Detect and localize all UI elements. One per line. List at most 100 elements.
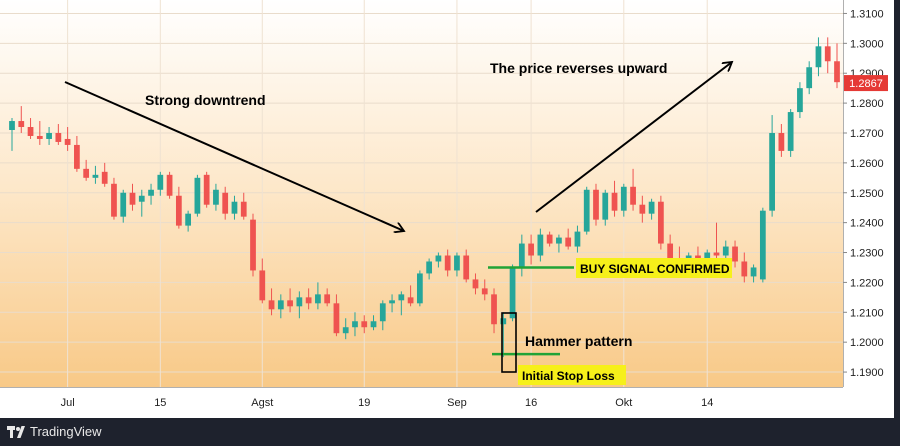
candles <box>9 37 840 358</box>
candle-body <box>454 255 460 271</box>
candle-body <box>435 255 442 262</box>
candle-body <box>722 246 729 256</box>
candle-body <box>370 321 377 328</box>
candle-body <box>250 219 256 271</box>
candle-body <box>111 183 117 217</box>
candlestick-chart[interactable]: 1.31001.30001.29001.28001.27001.26001.25… <box>0 0 900 418</box>
candle-body <box>157 174 164 190</box>
candle-body <box>138 195 145 202</box>
time-tick-label: Jul <box>61 397 75 409</box>
candle-body <box>407 297 414 304</box>
candle-body <box>213 189 219 205</box>
downtrend-arrow <box>64 81 404 231</box>
candle-body <box>704 252 711 262</box>
price-tick-label: 1.2600 <box>850 158 884 170</box>
buy-signal-label: BUY SIGNAL CONFIRMED <box>580 262 730 276</box>
candle-body <box>787 112 794 151</box>
candle-body <box>491 294 497 325</box>
candle-body <box>444 255 451 271</box>
candle-body <box>36 135 43 139</box>
candle-body <box>565 237 572 247</box>
time-tick-label: Sep <box>447 397 467 409</box>
candle-body <box>583 189 590 232</box>
candle-body <box>315 294 321 304</box>
time-tick-label: 15 <box>154 397 166 409</box>
candle-body <box>379 303 386 322</box>
reversal-label: The price reverses upward <box>490 60 667 76</box>
candle-body <box>83 168 90 178</box>
candle-body <box>194 177 201 214</box>
candle-body <box>639 204 646 214</box>
time-tick-label: 14 <box>701 397 713 409</box>
candle-body <box>74 144 80 169</box>
candle-body <box>426 261 433 274</box>
candle-body <box>509 267 516 319</box>
candle-body <box>296 297 303 307</box>
candle-body <box>398 294 405 301</box>
candle-body <box>342 327 349 334</box>
candle-body <box>148 189 154 196</box>
price-tick-label: 1.2000 <box>850 337 884 349</box>
tradingview-logo-icon[interactable] <box>7 424 25 440</box>
right-border <box>894 0 900 418</box>
price-tick-label: 1.2100 <box>850 307 884 319</box>
candle-body <box>556 237 562 244</box>
candle-body <box>815 46 822 68</box>
candle-body <box>546 234 553 244</box>
candle-body <box>732 246 738 262</box>
price-tick-label: 1.3000 <box>850 38 884 50</box>
price-tick-label: 1.2500 <box>850 188 884 200</box>
candle-body <box>750 267 757 277</box>
candle-body <box>185 213 191 226</box>
candle-body <box>416 273 423 304</box>
candle-body <box>797 88 803 113</box>
candle-body <box>518 243 525 268</box>
downtrend-label: Strong downtrend <box>145 92 266 108</box>
candle-body <box>46 132 52 139</box>
candle-body <box>759 210 766 280</box>
buy-signal-highlight <box>576 258 732 278</box>
candle-body <box>630 186 636 205</box>
price-tick-label: 1.3100 <box>850 8 884 20</box>
stop-loss-highlight <box>518 365 626 385</box>
candle-body <box>741 261 748 277</box>
price-tick-label: 1.2700 <box>850 128 884 140</box>
candle-body <box>389 300 395 304</box>
candle-body <box>620 186 627 211</box>
candle-body <box>129 192 136 205</box>
candle-body <box>769 132 775 211</box>
time-tick-label: 19 <box>358 397 370 409</box>
time-axis-background <box>0 387 843 418</box>
hammer-highlight-box <box>501 312 517 373</box>
price-tick-label: 1.2300 <box>850 248 884 260</box>
brand-label[interactable]: TradingView <box>30 424 102 439</box>
candle-body <box>222 192 229 214</box>
candle-body <box>27 127 34 136</box>
price-tick-label: 1.2800 <box>850 98 884 110</box>
time-tick-label: Agst <box>251 397 273 409</box>
candle-body <box>472 279 479 289</box>
candle-body <box>537 234 544 256</box>
current-price-tag <box>844 75 888 92</box>
candle-body <box>277 300 284 310</box>
candle-body <box>611 192 618 211</box>
candle-body <box>574 231 581 247</box>
candle-body <box>231 201 238 214</box>
candle-body <box>101 171 108 184</box>
candle-body <box>463 255 470 280</box>
candle-body <box>55 132 62 142</box>
candle-body <box>305 297 312 304</box>
candle-body <box>352 321 358 328</box>
hammer-label: Hammer pattern <box>525 333 632 349</box>
candle-body <box>240 201 247 217</box>
candle-body <box>18 121 25 128</box>
footer-bar: TradingView <box>0 418 900 446</box>
candle-body <box>806 67 813 89</box>
candle-body <box>333 303 340 334</box>
price-tick-label: 1.2400 <box>850 218 884 230</box>
candle-body <box>648 201 655 214</box>
time-tick-label: Okt <box>615 397 632 409</box>
candle-body <box>834 61 840 83</box>
price-tick-label: 1.1900 <box>850 367 884 379</box>
candle-body <box>713 252 720 256</box>
